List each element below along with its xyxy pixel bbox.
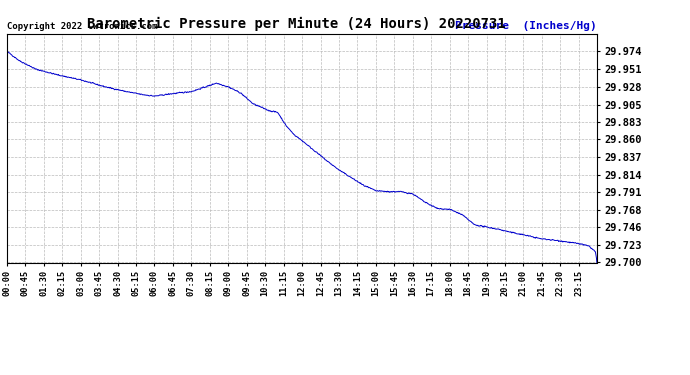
Text: Barometric Pressure per Minute (24 Hours) 20220731: Barometric Pressure per Minute (24 Hours… (88, 17, 506, 31)
Text: Copyright 2022 Cwtronics.com: Copyright 2022 Cwtronics.com (7, 22, 157, 32)
Text: Pressure  (Inches/Hg): Pressure (Inches/Hg) (455, 21, 597, 32)
